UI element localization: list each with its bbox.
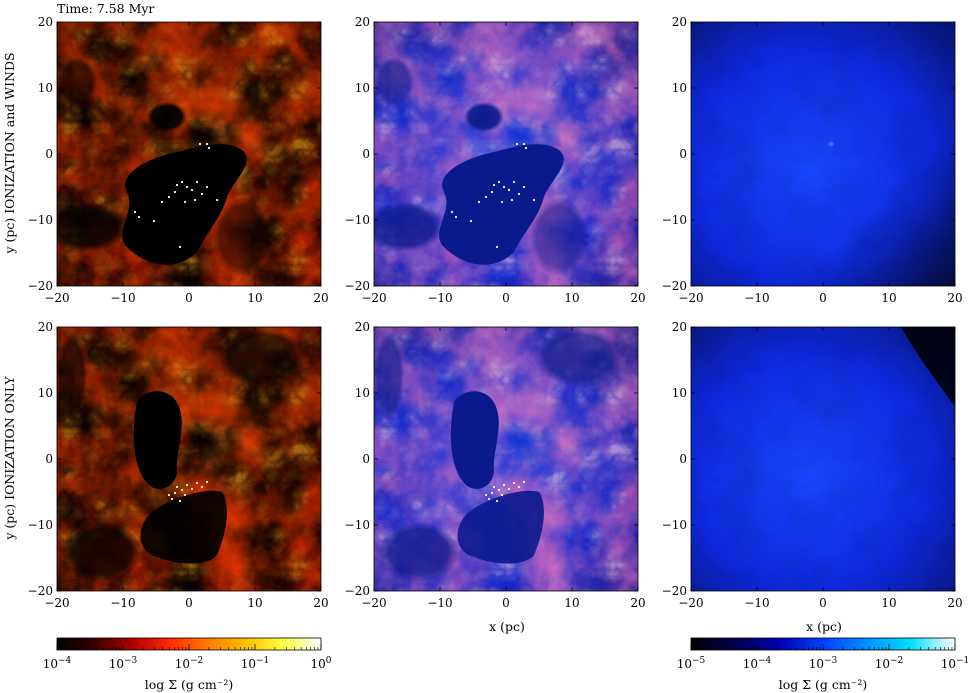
y-tick-label: −10 [28,213,53,227]
x-axis-label-middle: x (pc) [489,619,525,634]
y-tick-label: −20 [662,584,687,598]
heatmap-image [57,327,321,591]
heatmap-image [691,22,955,286]
y-tick-label: 0 [45,147,53,161]
x-tick-label: 20 [947,291,962,305]
panel-winds-molecular-gas: −20−20 −10 −10 0 0 10 10 20 20 [28,15,329,305]
colorbar-molecular: 10−4 10−3 10−2 10−1 100 log Σ (g cm⁻²) [43,637,332,692]
y-tick-label: −10 [28,518,53,532]
y-tick-label: 20 [38,15,53,29]
heatmap-image [57,22,321,286]
x-tick-label: −10 [744,291,769,305]
x-tick-label: −10 [110,291,135,305]
heatmap-image [691,327,955,591]
y-tick-label: −10 [662,213,687,227]
y-tick-label: −20 [345,279,370,293]
y-tick-label: 20 [38,320,53,334]
x-tick-label: −20 [361,596,386,610]
y-tick-label: −10 [662,518,687,532]
x-tick-label: 20 [313,596,328,610]
x-tick-label: 20 [313,291,328,305]
panel-winds-combined: −20−20 −10 −10 0 0 10 10 20 20 [345,15,646,305]
x-tick-label: 10 [881,291,896,305]
x-tick-label: 10 [247,596,262,610]
row-label-winds: y (pc) IONIZATION and WINDS [2,52,17,254]
x-tick-label: −20 [678,596,703,610]
panel-grid: −20−20−10−100010102020−20−20−10−10001010… [28,15,963,610]
x-tick-label: 10 [881,596,896,610]
y-tick-label: 0 [362,452,370,466]
colorbar-tick-label: 10−5 [677,656,706,671]
y-tick-label: 20 [672,320,687,334]
x-tick-label: 20 [630,291,645,305]
y-tick-label: 0 [362,147,370,161]
x-tick-label: −20 [678,291,703,305]
y-tick-label: 0 [45,452,53,466]
colorbar-label: log Σ (g cm⁻²) [145,677,234,692]
x-tick-label: −20 [44,291,69,305]
x-tick-label: −10 [110,596,135,610]
x-tick-label: 0 [185,596,193,610]
colorbar-label: log Σ (g cm⁻²) [779,677,868,692]
x-tick-label: 0 [185,291,193,305]
row-label-ionization-only: y (pc) IONIZATION ONLY [2,376,17,541]
y-tick-label: 20 [355,15,370,29]
colorbar-tick-label: 10−4 [43,656,72,671]
x-tick-label: 0 [502,291,510,305]
y-tick-label: 0 [679,452,687,466]
x-tick-label: 0 [819,291,827,305]
y-tick-label: 10 [672,81,687,95]
x-tick-label: −10 [427,291,452,305]
y-tick-label: −20 [28,584,53,598]
x-tick-label: −10 [744,596,769,610]
x-tick-label: 0 [819,596,827,610]
y-tick-label: 10 [38,81,53,95]
y-tick-label: 20 [672,15,687,29]
y-tick-label: 10 [672,386,687,400]
x-tick-label: −20 [361,291,386,305]
x-tick-label: 20 [947,596,962,610]
colorbar-tick-label: 10−4 [743,656,772,671]
x-tick-label: −10 [427,596,452,610]
colorbar-tick-label: 10−2 [175,656,204,671]
x-tick-label: 20 [630,596,645,610]
heatmap-image [374,327,638,591]
panel-winds-ionized-gas: −20−20 −10 −10 0 0 10 10 20 20 [662,15,963,305]
x-tick-label: 10 [564,596,579,610]
x-tick-label: 10 [564,291,579,305]
panel-ionization-only-ionized-gas: −20−20 −10 −10 0 0 10 10 20 20 [662,320,963,610]
y-tick-label: −20 [662,279,687,293]
y-tick-label: 10 [38,386,53,400]
y-tick-label: 0 [679,147,687,161]
colorbar-tick-label: 10−3 [109,656,138,671]
colorbar-tick-label: 10−1 [241,656,270,671]
colorbar-tick-label: 10−3 [809,656,838,671]
y-tick-label: −10 [345,518,370,532]
heatmap-image [374,22,638,286]
y-tick-label: −10 [345,213,370,227]
x-tick-label: 0 [502,596,510,610]
y-tick-label: 10 [355,81,370,95]
y-tick-label: 10 [355,386,370,400]
colorbar-tick-label: 100 [310,656,331,671]
colorbar-tick-label: 10−2 [875,656,904,671]
x-tick-label: 10 [247,291,262,305]
y-tick-label: 20 [355,320,370,334]
x-tick-label: −20 [44,596,69,610]
panel-ionization-only-combined: −20−20 −10 −10 0 0 10 10 20 20 [345,320,646,610]
time-label: Time: 7.58 Myr [57,1,154,16]
colorbar-ionized: 10−5 10−4 10−3 10−2 10−1 log Σ (g cm⁻²) [677,637,970,692]
y-tick-label: −20 [345,584,370,598]
x-axis-label-right: x (pc) [806,619,842,634]
panel-ionization-only-molecular-gas: −20−20 −10 −10 0 0 10 10 20 20 [28,320,329,610]
colorbar-tick-label: 10−1 [941,656,970,671]
y-tick-label: −20 [28,279,53,293]
